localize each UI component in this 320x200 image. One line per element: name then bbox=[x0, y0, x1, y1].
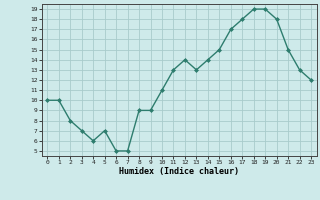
X-axis label: Humidex (Indice chaleur): Humidex (Indice chaleur) bbox=[119, 167, 239, 176]
